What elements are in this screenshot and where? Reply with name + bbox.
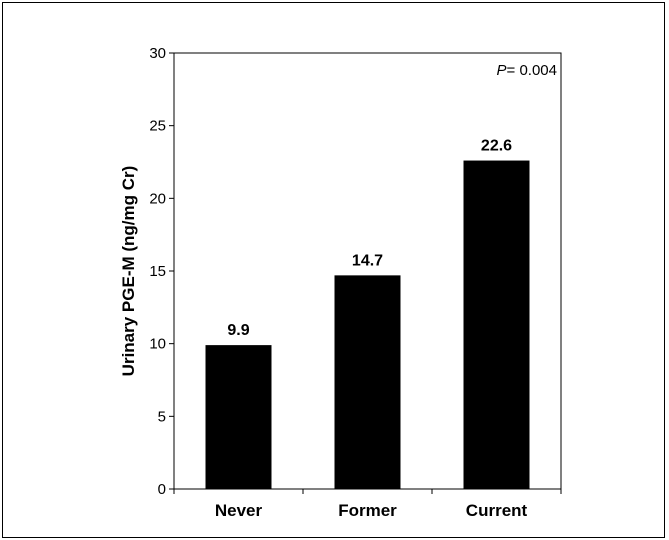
y-tick-label: 20 bbox=[149, 190, 166, 207]
bar-never bbox=[205, 345, 272, 489]
y-tick-label: 25 bbox=[149, 118, 166, 135]
y-tick-label: 30 bbox=[149, 45, 166, 62]
bar-current bbox=[463, 160, 530, 489]
p-value-text: = 0.004 bbox=[507, 62, 557, 79]
p-value-symbol: P bbox=[497, 62, 507, 79]
y-tick-label: 0 bbox=[158, 481, 166, 498]
bar-former bbox=[334, 275, 401, 489]
y-tick-label: 15 bbox=[149, 263, 166, 280]
x-tick-label-current: Current bbox=[466, 501, 528, 520]
x-axis-ticks: Never Former Current bbox=[173, 489, 562, 520]
y-axis-ticks: 0 5 10 15 20 25 30 bbox=[149, 45, 174, 498]
y-axis-title: Urinary PGE-M (ng/mg Cr) bbox=[119, 166, 138, 377]
x-tick-label-former: Former bbox=[338, 501, 397, 520]
data-label-never: 9.9 bbox=[227, 322, 249, 339]
y-tick-label: 5 bbox=[158, 408, 166, 425]
p-value-annotation: P= 0.004 bbox=[497, 62, 557, 79]
x-tick-label-never: Never bbox=[215, 501, 263, 520]
data-label-former: 14.7 bbox=[352, 252, 383, 269]
data-label-current: 22.6 bbox=[481, 138, 512, 155]
bars: 9.9 14.7 22.6 bbox=[205, 138, 530, 489]
y-tick-label: 10 bbox=[149, 336, 166, 353]
